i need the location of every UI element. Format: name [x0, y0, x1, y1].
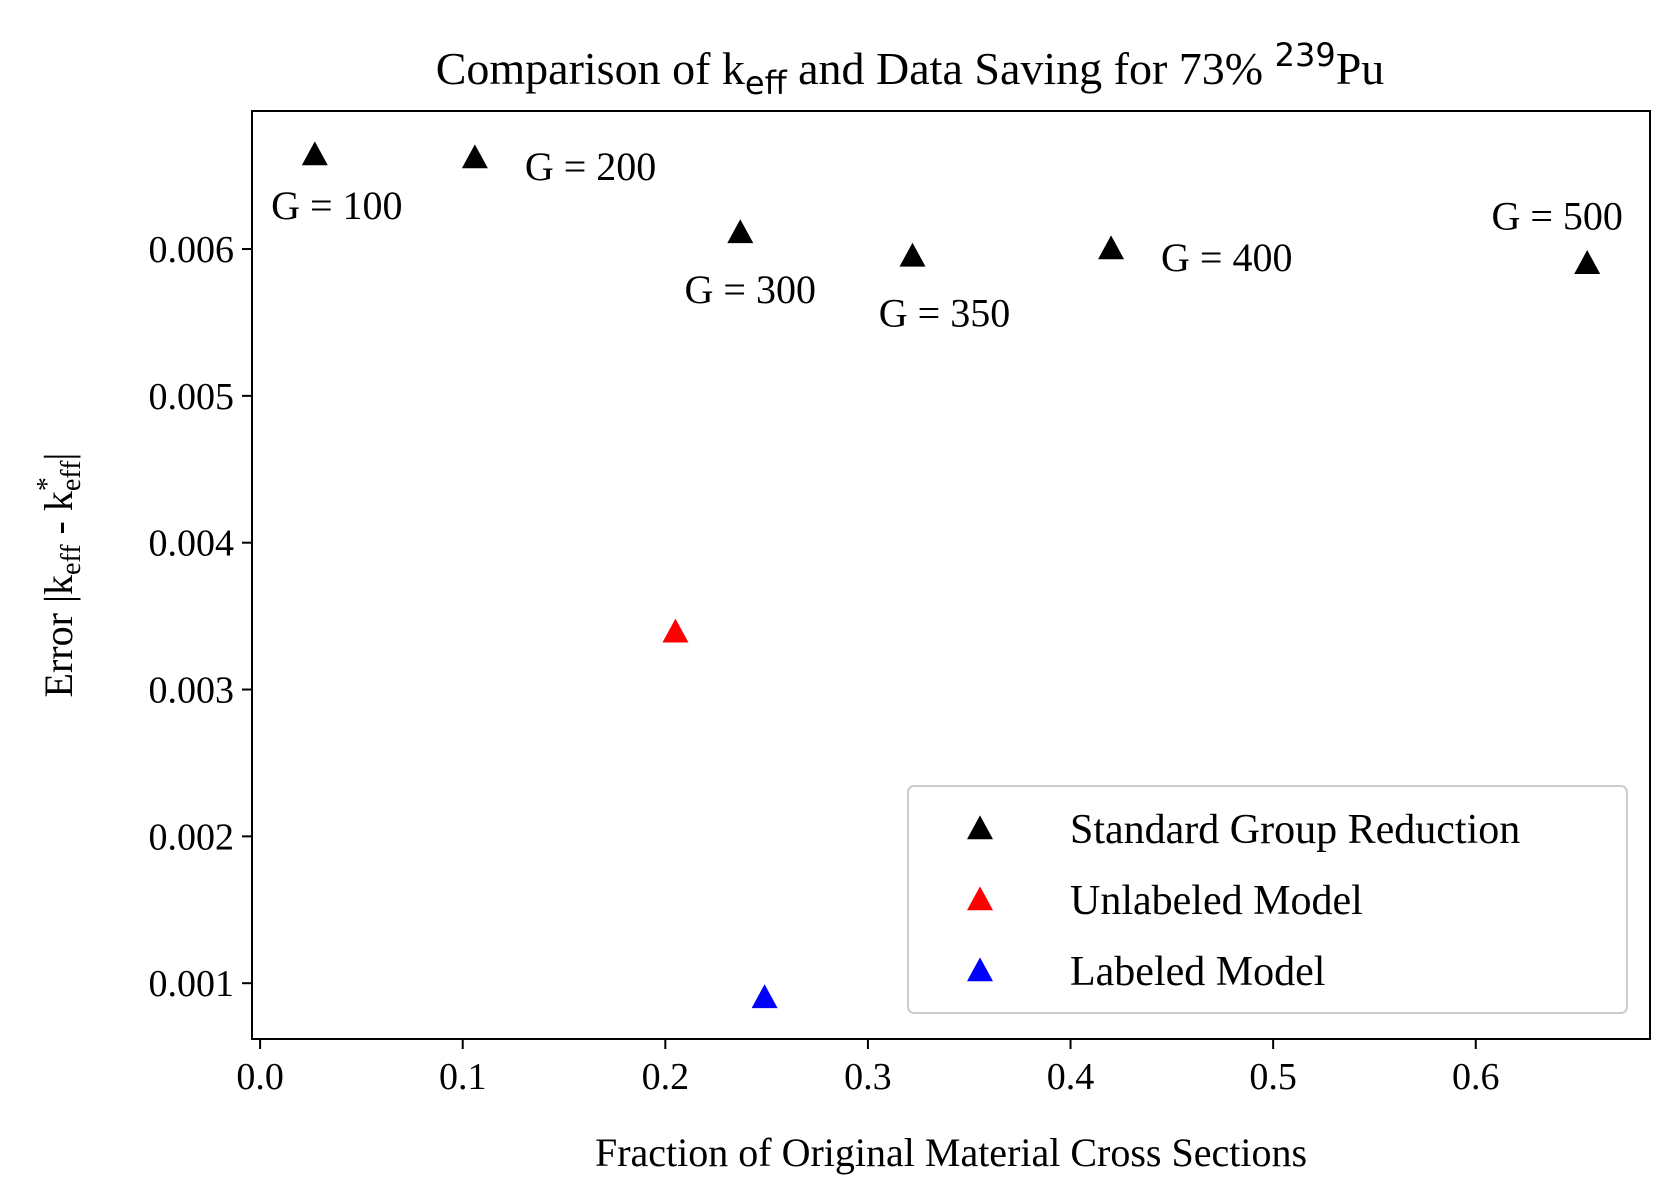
x-tick-label: 0.2 [642, 1056, 690, 1098]
data-points [301, 141, 1601, 1009]
x-tick-label: 0.6 [1452, 1056, 1500, 1098]
y-tick-label: 0.006 [149, 229, 235, 271]
y-axis-title: Error |keff - k*eff| [32, 453, 87, 698]
x-tick-label: 0.3 [844, 1056, 892, 1098]
y-title-suffix: | [36, 453, 81, 461]
title-prefix-subscript: eff [745, 64, 788, 102]
point-annotation: G = 400 [1161, 235, 1292, 280]
point-annotation: G = 350 [879, 290, 1010, 335]
point-annotation: G = 500 [1491, 194, 1622, 239]
data-point [461, 144, 488, 169]
y-tick-label: 0.003 [149, 670, 235, 712]
title-superscript: 239 [1275, 36, 1336, 74]
y-title-prefix: Error |k [36, 575, 81, 697]
plot-area [251, 110, 1651, 1040]
data-point [751, 984, 778, 1009]
legend-marker [967, 886, 993, 911]
x-tick-label: 0.5 [1249, 1056, 1297, 1098]
chart-title: Comparison of keff and Data Saving for 7… [436, 36, 1385, 102]
legend-marker [967, 957, 993, 982]
legend-label: Labeled Model [1070, 949, 1325, 995]
data-point [1098, 235, 1125, 260]
point-annotation: G = 100 [271, 183, 402, 228]
x-tick-label: 0.1 [439, 1056, 487, 1098]
data-point [662, 618, 689, 643]
title-middle: and Data Saving for 73% [787, 43, 1275, 94]
point-annotation: G = 300 [685, 267, 816, 312]
legend: Standard Group Reduction Unlabeled Model L… [907, 785, 1628, 1014]
legend-label: Unlabeled Model [1070, 878, 1363, 924]
legend-box [907, 785, 1628, 1014]
x-axis-ticks: 0.0 0.1 0.2 0.3 0.4 0.5 0.6 [236, 1039, 1500, 1098]
y-tick-label: 0.001 [149, 963, 235, 1005]
data-point [899, 242, 926, 267]
y-tick-label: 0.002 [149, 816, 235, 858]
title-prefix: Comparison of k [436, 43, 745, 94]
x-axis-title: Fraction of Original Material Cross Sect… [595, 1130, 1307, 1175]
y-axis-ticks: 0.001 0.002 0.003 0.004 0.005 0.006 [149, 229, 252, 1005]
point-annotations: G = 100 G = 200 G = 300 G = 350 G = 400 G = 5… [271, 144, 1623, 335]
x-tick-label: 0.0 [236, 1056, 284, 1098]
y-title-sup: * [32, 477, 63, 491]
x-tick-label: 0.4 [1047, 1056, 1095, 1098]
y-title-sub2: eff [56, 460, 87, 491]
data-point [727, 219, 754, 244]
data-point [1574, 250, 1601, 274]
y-tick-label: 0.005 [149, 376, 235, 418]
y-tick-label: 0.004 [149, 523, 235, 565]
y-title-mid: - k [36, 491, 81, 544]
legend-label: Standard Group Reduction [1070, 807, 1520, 853]
title-suffix: Pu [1336, 43, 1385, 94]
legend-marker [967, 815, 993, 840]
y-title-sub1: eff [56, 544, 87, 575]
point-annotation: G = 200 [525, 144, 656, 189]
data-point [301, 141, 328, 166]
